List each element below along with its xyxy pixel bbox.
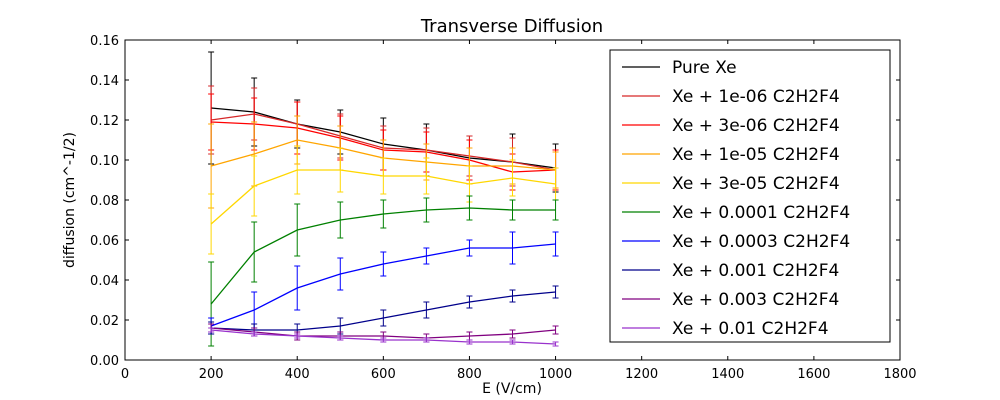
series-4 xyxy=(208,145,559,255)
error-bar-9-4 xyxy=(380,337,387,343)
y-tick-label: 0.08 xyxy=(90,194,119,209)
x-tick-label: 1800 xyxy=(883,367,916,382)
legend-label: Pure Xe xyxy=(672,58,737,78)
y-tick-label: 0.12 xyxy=(90,114,119,129)
legend-label: Xe + 0.01 C2H2F4 xyxy=(672,319,829,339)
legend-label: Xe + 0.0001 C2H2F4 xyxy=(672,203,850,223)
x-tick-label: 0 xyxy=(121,367,129,382)
y-tick-label: 0.02 xyxy=(90,314,119,329)
error-bar-4-1 xyxy=(251,155,258,217)
legend-label: Xe + 1e-05 C2H2F4 xyxy=(672,145,840,165)
legend-box xyxy=(609,49,891,343)
series-7 xyxy=(208,285,559,337)
error-bar-9-0 xyxy=(208,327,215,333)
error-bar-6-7 xyxy=(509,231,516,265)
error-bar-9-2 xyxy=(294,333,301,339)
legend-item-3: Xe + 1e-05 C2H2F4 xyxy=(622,145,840,165)
chart-title: Transverse Diffusion xyxy=(420,16,603,37)
x-tick-label: 800 xyxy=(457,367,482,382)
error-bar-5-7 xyxy=(509,199,516,221)
error-bar-9-1 xyxy=(251,331,258,337)
error-bar-4-7 xyxy=(509,159,516,197)
y-tick-label: 0.04 xyxy=(90,274,119,289)
error-bar-7-7 xyxy=(509,289,516,303)
error-bar-5-1 xyxy=(251,221,258,283)
x-tick-label: 600 xyxy=(371,367,396,382)
y-axis-label: diffusion (cm^-1/2) xyxy=(62,132,78,268)
x-tick-label: 400 xyxy=(285,367,310,382)
legend-item-9: Xe + 0.01 C2H2F4 xyxy=(622,319,829,339)
error-bar-9-6 xyxy=(466,339,473,345)
error-bar-6-2 xyxy=(294,265,301,311)
legend-item-4: Xe + 3e-05 C2H2F4 xyxy=(622,174,840,194)
error-bar-4-5 xyxy=(423,157,430,195)
error-bar-5-8 xyxy=(552,199,559,221)
legend-label: Xe + 0.003 C2H2F4 xyxy=(672,290,839,310)
error-bar-8-7 xyxy=(509,329,516,339)
legend-item-7: Xe + 0.001 C2H2F4 xyxy=(622,261,839,281)
legend-label: Xe + 3e-05 C2H2F4 xyxy=(672,174,840,194)
error-bar-9-8 xyxy=(552,341,559,347)
y-tick-label: 0.14 xyxy=(90,74,119,89)
x-axis-label: E (V/cm) xyxy=(482,381,542,397)
error-bar-5-2 xyxy=(294,203,301,257)
error-bar-6-1 xyxy=(251,291,258,329)
error-bar-9-5 xyxy=(423,337,430,343)
error-bar-6-8 xyxy=(552,231,559,257)
y-tick-label: 0.06 xyxy=(90,234,119,249)
error-bar-6-6 xyxy=(466,239,473,257)
x-tick-label: 1200 xyxy=(625,367,658,382)
error-bar-6-5 xyxy=(423,247,430,265)
legend-label: Xe + 0.0003 C2H2F4 xyxy=(672,232,850,252)
error-bar-5-4 xyxy=(380,199,387,229)
y-tick-label: 0.10 xyxy=(90,154,119,169)
error-bar-8-8 xyxy=(552,325,559,335)
y-tick-label: 0.16 xyxy=(90,34,119,49)
legend-item-6: Xe + 0.0003 C2H2F4 xyxy=(622,232,850,252)
x-tick-label: 1600 xyxy=(797,367,830,382)
x-tick-label: 1400 xyxy=(711,367,744,382)
legend-item-5: Xe + 0.0001 C2H2F4 xyxy=(622,203,850,223)
error-bar-5-6 xyxy=(466,195,473,221)
error-bar-4-3 xyxy=(337,147,344,193)
error-bar-5-3 xyxy=(337,201,344,239)
error-bar-5-5 xyxy=(423,197,430,223)
error-bar-6-4 xyxy=(380,251,387,277)
error-bar-7-6 xyxy=(466,295,473,309)
legend-item-2: Xe + 3e-06 C2H2F4 xyxy=(622,116,840,136)
error-bar-9-7 xyxy=(509,339,516,345)
error-bar-4-0 xyxy=(208,193,215,255)
y-tick-label: 0.00 xyxy=(90,354,119,369)
plot-area: 0 200 400 600 800 1000 1200 1400 1600 1800 0.00 0.0… xyxy=(90,34,917,382)
series-9 xyxy=(208,327,559,347)
error-bar-7-8 xyxy=(552,285,559,299)
legend-item-1: Xe + 1e-06 C2H2F4 xyxy=(622,87,840,107)
error-bar-9-3 xyxy=(337,335,344,341)
error-bar-4-2 xyxy=(294,145,301,195)
error-bar-7-5 xyxy=(423,301,430,319)
error-bar-4-4 xyxy=(380,157,387,195)
x-tick-label: 200 xyxy=(199,367,224,382)
legend-item-0: Pure Xe xyxy=(622,58,737,78)
legend-label: Xe + 0.001 C2H2F4 xyxy=(672,261,839,281)
legend-label: Xe + 1e-06 C2H2F4 xyxy=(672,87,840,107)
error-bar-6-3 xyxy=(337,257,344,291)
legend-label: Xe + 3e-06 C2H2F4 xyxy=(672,116,840,136)
legend-item-8: Xe + 0.003 C2H2F4 xyxy=(622,290,839,310)
legend: Pure Xe Xe + 1e-06 C2H2F4 Xe + 3e-06 C2H2F… xyxy=(609,49,891,343)
error-bar-7-4 xyxy=(380,309,387,327)
x-tick-label: 1000 xyxy=(539,367,572,382)
series-6 xyxy=(208,231,559,335)
